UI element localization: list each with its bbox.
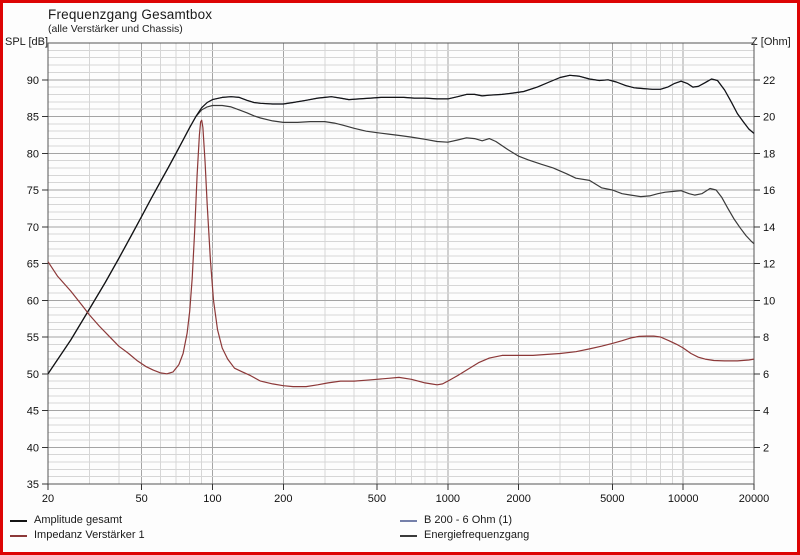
svg-text:200: 200 bbox=[274, 493, 292, 505]
svg-text:500: 500 bbox=[368, 493, 386, 505]
svg-text:10: 10 bbox=[763, 295, 775, 307]
chart-subtitle: (alle Verstärker und Chassis) bbox=[48, 23, 183, 35]
svg-text:75: 75 bbox=[27, 185, 39, 197]
legend-label: Impedanz Verstärker 1 bbox=[34, 529, 145, 541]
svg-text:70: 70 bbox=[27, 222, 39, 234]
svg-text:50: 50 bbox=[136, 493, 148, 505]
legend-item-amplitude: Amplitude gesamt bbox=[10, 513, 122, 528]
y-axis-left-label: SPL [dB] bbox=[5, 36, 49, 48]
legend-label: Amplitude gesamt bbox=[34, 514, 123, 526]
amplitude-line-swatch bbox=[10, 519, 27, 522]
svg-text:90: 90 bbox=[27, 75, 39, 87]
svg-text:12: 12 bbox=[763, 259, 775, 271]
svg-text:18: 18 bbox=[763, 148, 775, 160]
legend-label: B 200 - 6 Ohm (1) bbox=[424, 514, 513, 526]
svg-text:22: 22 bbox=[763, 75, 775, 87]
svg-text:100: 100 bbox=[203, 493, 221, 505]
legend-item-energie: Energiefrequenzgang bbox=[400, 528, 529, 543]
svg-text:20000: 20000 bbox=[739, 493, 770, 505]
svg-text:14: 14 bbox=[763, 222, 775, 234]
svg-text:40: 40 bbox=[27, 442, 39, 454]
energie-line-swatch bbox=[400, 534, 417, 537]
svg-text:80: 80 bbox=[27, 148, 39, 160]
legend-label: Energiefrequenzgang bbox=[424, 529, 530, 541]
impedanz-line-swatch bbox=[10, 534, 27, 537]
svg-text:20: 20 bbox=[42, 493, 54, 505]
svg-text:10000: 10000 bbox=[668, 493, 699, 505]
svg-text:8: 8 bbox=[763, 332, 769, 344]
legend-item-impedanz: Impedanz Verstärker 1 bbox=[10, 528, 145, 543]
legend-item-b200: B 200 - 6 Ohm (1) bbox=[400, 513, 512, 528]
chart-canvas: 90 85 80 75 70 65 60 55 50 45 40 35 22 20 18 16 14 12 10 8 6… bbox=[27, 42, 775, 505]
svg-text:4: 4 bbox=[763, 406, 769, 418]
svg-text:20: 20 bbox=[763, 112, 775, 124]
svg-text:85: 85 bbox=[27, 112, 39, 124]
svg-text:2000: 2000 bbox=[506, 493, 530, 505]
svg-text:60: 60 bbox=[27, 295, 39, 307]
svg-text:1000: 1000 bbox=[436, 493, 460, 505]
svg-text:35: 35 bbox=[27, 479, 39, 491]
svg-text:65: 65 bbox=[27, 259, 39, 271]
chart-title: Frequenzgang Gesamtbox bbox=[48, 7, 213, 22]
b200-line-swatch bbox=[400, 519, 417, 522]
svg-text:16: 16 bbox=[763, 185, 775, 197]
svg-text:50: 50 bbox=[27, 369, 39, 381]
svg-text:55: 55 bbox=[27, 332, 39, 344]
svg-text:2: 2 bbox=[763, 442, 769, 454]
svg-text:5000: 5000 bbox=[600, 493, 624, 505]
y-axis-right-label: Z [Ohm] bbox=[751, 36, 791, 48]
svg-text:6: 6 bbox=[763, 369, 769, 381]
svg-text:45: 45 bbox=[27, 406, 39, 418]
